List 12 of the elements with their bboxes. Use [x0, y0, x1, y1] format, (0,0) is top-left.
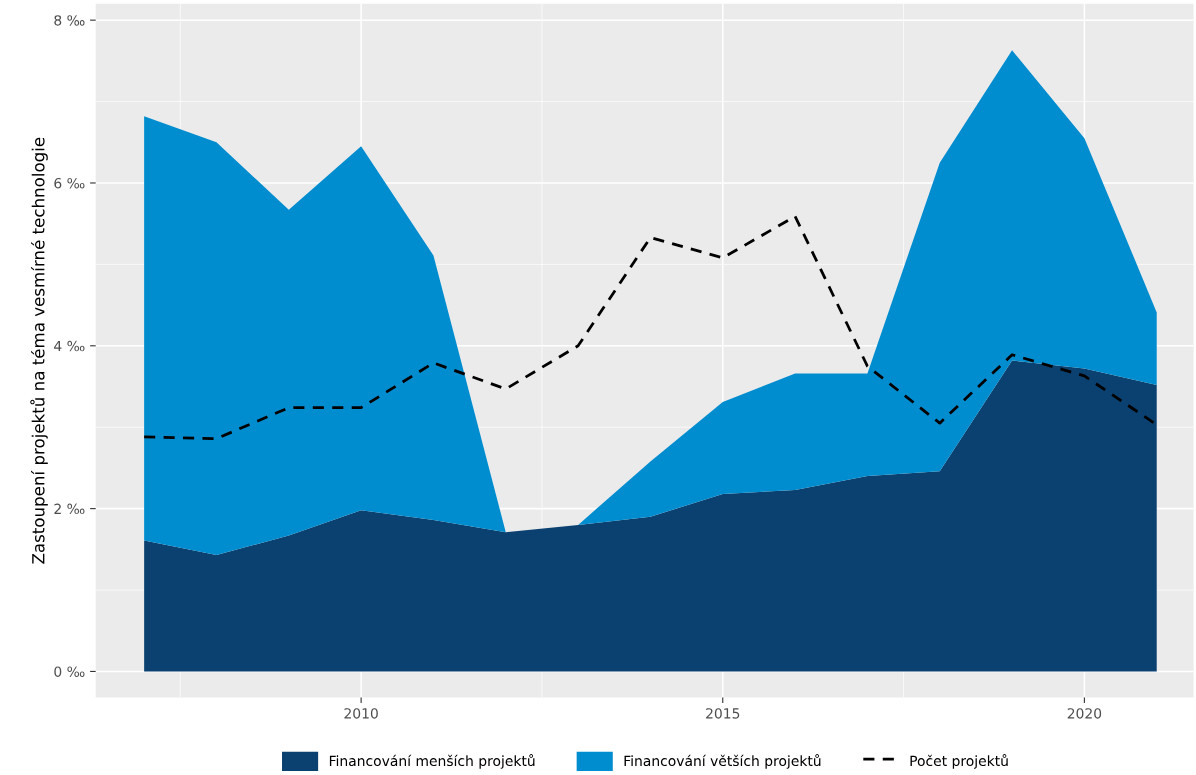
x-tick-label: 2020 — [1067, 708, 1102, 719]
y-tick-label: 8 ‰ — [54, 15, 85, 26]
y-tick-label: 0 ‰ — [54, 666, 85, 677]
y-tick-label: 4 ‰ — [54, 340, 85, 352]
y-axis-title: Zastoupení projektů na téma vesmírné technologie — [30, 137, 48, 564]
legend-label: Financování větších projektů — [624, 754, 821, 769]
x-tick-label: 2015 — [706, 708, 740, 719]
legend-label: Počet projektů — [910, 754, 1008, 769]
x-tick-label: 2010 — [344, 708, 378, 719]
y-tick-label: 6 ‰ — [54, 177, 85, 189]
legend-label: Financování menších projektů — [329, 754, 535, 769]
y-tick-label: 2 ‰ — [54, 503, 85, 515]
